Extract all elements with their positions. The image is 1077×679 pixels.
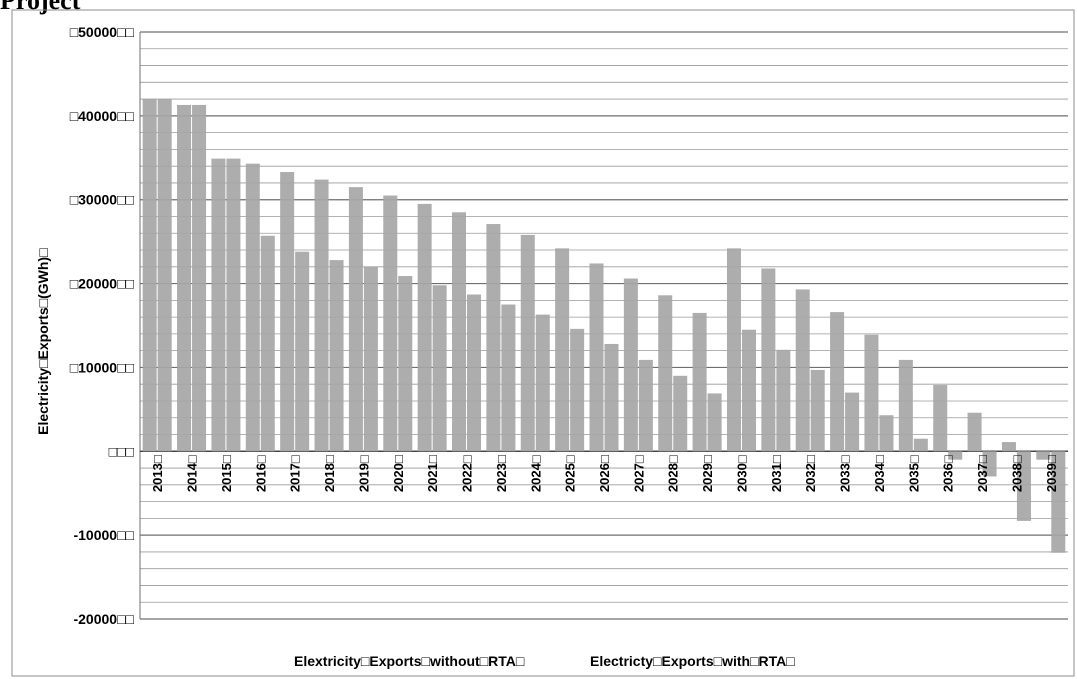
x-category-label: 2027□ (631, 455, 646, 492)
bar-series-2 (948, 451, 963, 460)
bar-series-1 (898, 359, 913, 452)
bar-series-1 (486, 224, 501, 452)
bar-series-1 (177, 104, 192, 452)
bar-series-2 (982, 451, 997, 477)
x-category-label: 2017□ (288, 455, 303, 492)
bar-series-2 (363, 266, 378, 452)
bar-series-2 (776, 349, 791, 452)
bar-series-1 (623, 278, 638, 452)
bar-series-2 (879, 415, 894, 452)
y-tick-label: -20000□□ (73, 611, 134, 627)
bar-series-2 (913, 438, 928, 452)
x-category-label: 2020□ (391, 455, 406, 492)
x-category-label: 2035□ (906, 455, 921, 492)
bar-series-1 (933, 385, 948, 452)
bar-series-2 (845, 392, 860, 452)
bar-series-1 (314, 179, 329, 452)
x-category-label: 2014□ (185, 455, 200, 492)
x-category-label: 2036□ (941, 455, 956, 492)
x-category-label: 2015□ (219, 455, 234, 492)
bar-series-1 (726, 248, 741, 452)
bar-series-2 (467, 294, 482, 452)
y-tick-label: -10000□□ (73, 527, 134, 543)
bar-series-2 (432, 285, 447, 452)
x-category-label: 2018□ (322, 455, 337, 492)
legend-series-2: Electricty□Exports□with□RTA□ (590, 653, 795, 669)
bar-series-2 (741, 329, 756, 452)
bar-series-2 (260, 235, 275, 452)
bar-series-1 (417, 203, 432, 452)
bar-series-2 (157, 99, 172, 452)
y-axis-label: Electricity□Exports□(GWh)□ (35, 248, 51, 435)
chart-title-fragment: Project (0, 0, 81, 15)
x-category-label: 2039□ (1044, 455, 1059, 492)
y-tick-label: □50000□□ (70, 24, 135, 40)
x-category-label: 2038□ (1009, 455, 1024, 492)
bar-series-2 (1051, 451, 1066, 553)
bar-series-2 (226, 158, 241, 452)
bar-series-1 (348, 187, 363, 452)
chart-frame (11, 9, 1075, 677)
x-category-label: 2022□ (460, 455, 475, 492)
legend-series-1: Elextricity□Exports□without□RTA□ (294, 653, 525, 669)
bar-series-2 (192, 104, 207, 452)
x-category-label: 2033□ (838, 455, 853, 492)
bar-series-1 (692, 312, 707, 452)
x-category-label: 2021□ (425, 455, 440, 492)
x-category-label: 2025□ (563, 455, 578, 492)
bar-series-1 (1001, 442, 1016, 452)
x-category-label: 2016□ (253, 455, 268, 492)
bar-series-2 (535, 314, 550, 452)
gridlines (11, 9, 1075, 677)
bar-series-2 (638, 359, 653, 452)
bar-series-1 (555, 248, 570, 452)
bar-series-2 (604, 343, 619, 452)
x-axis-category-labels: 2013□ 2014□ 2015□ 2016□ 2017□ 2018□ 2019□ 2020□… (150, 455, 1059, 492)
bar-series-1 (795, 289, 810, 452)
x-category-label: 2026□ (597, 455, 612, 492)
bars (142, 99, 1066, 553)
bar-series-1 (245, 163, 260, 452)
x-category-label: 2013□ (150, 455, 165, 492)
bar-series-1 (1036, 451, 1051, 460)
bar-series-2 (501, 304, 516, 452)
bar-series-1 (589, 263, 604, 452)
x-category-label: 2031□ (769, 455, 784, 492)
bar-series-1 (520, 234, 535, 452)
bar-series-2 (570, 328, 585, 452)
bar-series-1 (452, 212, 467, 452)
bar-series-2 (707, 393, 722, 452)
bar-series-1 (280, 172, 295, 452)
x-category-label: 2029□ (700, 455, 715, 492)
bar-series-1 (383, 195, 398, 452)
x-category-label: 2024□ (528, 455, 543, 492)
bar-series-1 (211, 158, 226, 452)
y-tick-label: □□□ (109, 443, 135, 459)
bar-series-1 (967, 412, 982, 452)
bar-series-2 (673, 375, 688, 452)
bar-series-2 (810, 369, 825, 452)
x-category-label: 2037□ (975, 455, 990, 492)
bar-series-1 (864, 334, 879, 452)
y-tick-label: □30000□□ (70, 192, 135, 208)
y-axis-ticks: -20000□□ -10000□□ □□□ □10000□□ □20000□□ □3000… (70, 24, 135, 627)
bar-series-2 (295, 251, 310, 452)
bar-series-1 (142, 99, 157, 452)
x-category-label: 2019□ (356, 455, 371, 492)
y-tick-label: □10000□□ (70, 359, 135, 375)
x-category-label: 2034□ (872, 455, 887, 492)
bar-series-1 (830, 312, 845, 452)
bar-series-1 (658, 295, 673, 452)
bar-series-2 (398, 276, 413, 452)
bar-series-1 (761, 268, 776, 452)
x-category-label: 2028□ (666, 455, 681, 492)
x-category-label: 2032□ (803, 455, 818, 492)
bar-series-2 (1016, 451, 1031, 521)
bar-series-2 (329, 260, 344, 452)
x-category-label: 2030□ (734, 455, 749, 492)
y-tick-label: □40000□□ (70, 108, 135, 124)
y-tick-label: □20000□□ (70, 276, 135, 292)
x-category-label: 2023□ (494, 455, 509, 492)
